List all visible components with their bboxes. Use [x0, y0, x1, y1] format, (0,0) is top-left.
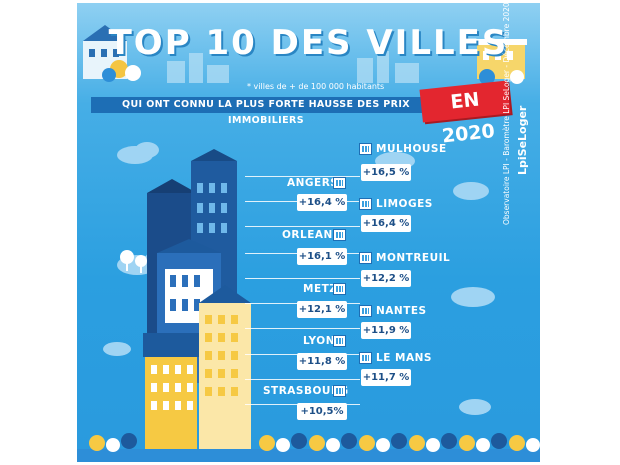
connector-line	[245, 226, 360, 227]
city-name: MONTREUIL	[376, 252, 451, 264]
city-name: LIMOGES	[376, 198, 433, 210]
brand-logo: LpiSeLoger	[516, 105, 529, 175]
connector-line	[245, 278, 360, 279]
building-icon	[333, 335, 346, 347]
population-footnote: * villes de + de 100 000 habitants	[247, 82, 385, 91]
building-icon	[359, 352, 372, 364]
connector-line	[245, 379, 360, 380]
city-name: METZ	[303, 283, 338, 295]
source-credit: Observatoire LPI - Baromètre LPI SeLoger…	[502, 3, 511, 225]
infographic-poster: TOP 10 DES VILLES * villes de + de 100 0…	[77, 3, 540, 462]
page-title: TOP 10 DES VILLES	[108, 23, 509, 63]
building-icon	[333, 229, 346, 241]
building-icon	[359, 305, 372, 317]
city-name: MULHOUSE	[376, 143, 447, 155]
city-name: STRASBOURG	[263, 385, 349, 397]
city-name: NANTES	[376, 305, 427, 317]
building-icon	[333, 177, 346, 189]
building-icon	[359, 143, 372, 155]
city-percent: +11,9 %	[361, 322, 411, 339]
city-scenery-illustration	[77, 25, 540, 462]
city-name: LE MANS	[376, 352, 432, 364]
city-percent: +11,8 %	[297, 353, 347, 370]
city-name: ANGERS	[287, 177, 339, 189]
city-percent: +16,4 %	[297, 194, 347, 211]
city-percent: +11,7 %	[361, 369, 411, 386]
subtitle-ribbon: QUI ONT CONNU LA PLUS FORTE HAUSSE DES P…	[91, 97, 441, 126]
building-icon	[333, 385, 346, 397]
city-percent: +16,1 %	[297, 248, 347, 265]
building-icon	[359, 198, 372, 210]
connector-line	[245, 328, 360, 329]
city-name: ORLEANS	[282, 229, 341, 241]
building-icon	[333, 283, 346, 295]
city-name: LYON	[303, 335, 335, 347]
city-percent: +16,4 %	[361, 215, 411, 232]
city-percent: +12,1 %	[297, 301, 347, 318]
city-percent: +12,2 %	[361, 270, 411, 287]
city-percent: +16,5 %	[361, 164, 411, 181]
city-percent: +10,5%	[297, 403, 347, 420]
connector-line	[245, 176, 360, 177]
building-icon	[359, 252, 372, 264]
